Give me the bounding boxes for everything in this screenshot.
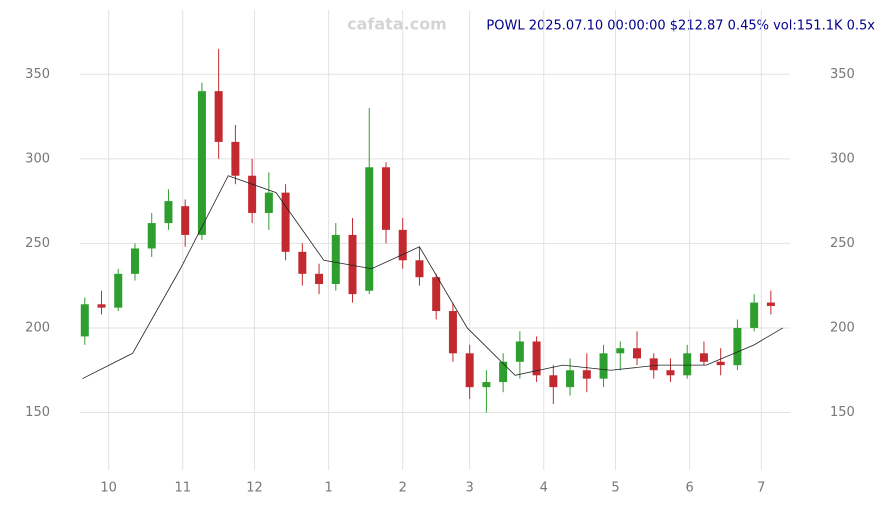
- candle-body: [549, 375, 558, 388]
- candle-body: [147, 223, 156, 249]
- candle-body: [616, 348, 625, 354]
- candle-body: [733, 327, 742, 366]
- y-tick-label-right: 200: [830, 320, 855, 335]
- candle-body: [482, 382, 491, 388]
- candle-body: [130, 248, 139, 274]
- x-tick-label: 7: [757, 481, 765, 496]
- candle-body: [231, 141, 240, 176]
- candle-body: [331, 234, 340, 284]
- x-tick-label: 6: [685, 481, 693, 496]
- candle-body: [750, 302, 759, 328]
- candle-body: [114, 273, 123, 308]
- candle-body: [248, 175, 257, 213]
- candle-body: [197, 91, 206, 235]
- y-tick-label: 200: [25, 320, 50, 335]
- candle-body: [532, 341, 541, 376]
- candle-body: [515, 341, 524, 362]
- candle-body: [499, 361, 508, 383]
- candle-body: [766, 302, 775, 306]
- y-tick-label: 150: [25, 405, 50, 420]
- candle-body: [298, 251, 307, 274]
- candle-body: [264, 192, 273, 213]
- y-tick-label: 300: [25, 151, 50, 166]
- candle-body: [214, 91, 223, 142]
- candle-body: [365, 167, 374, 291]
- y-tick-label-right: 250: [830, 236, 855, 251]
- x-tick-label: 4: [540, 481, 548, 496]
- candle-body: [683, 353, 692, 376]
- candle-body: [582, 370, 591, 379]
- x-tick-label: 5: [611, 481, 619, 496]
- candle-body: [97, 304, 106, 308]
- moving-average: [82, 175, 784, 380]
- candle-body: [381, 167, 390, 230]
- candle-body: [716, 361, 725, 366]
- candle-body: [699, 353, 708, 362]
- candle-body: [599, 353, 608, 379]
- candle-body: [181, 206, 190, 235]
- x-tick-label: 3: [466, 481, 474, 496]
- x-tick-label: 1: [324, 481, 332, 496]
- candle-body: [566, 370, 575, 388]
- candle-body: [465, 353, 474, 388]
- x-tick-label: 2: [399, 481, 407, 496]
- x-tick-label: 11: [175, 481, 192, 496]
- candle-body: [649, 358, 658, 371]
- candle-body: [666, 370, 675, 376]
- candle-body: [448, 311, 457, 354]
- candle-body: [80, 304, 89, 337]
- candle-body: [164, 201, 173, 224]
- candle-body: [432, 277, 441, 312]
- x-tick-label: 10: [100, 481, 117, 496]
- y-tick-label-right: 350: [830, 67, 855, 82]
- y-tick-label: 350: [25, 67, 50, 82]
- candle-body: [633, 348, 642, 359]
- y-tick-label-right: 150: [830, 405, 855, 420]
- candle-body: [281, 192, 290, 252]
- chart-title: POWL 2025.07.10 00:00:00 $212.87 0.45% v…: [486, 19, 875, 34]
- y-tick-label: 250: [25, 236, 50, 251]
- candle-body: [398, 229, 407, 261]
- candle-body: [415, 260, 424, 278]
- watermark: cafata.com: [347, 15, 447, 34]
- x-tick-label: 12: [246, 481, 263, 496]
- candle-body: [315, 273, 324, 284]
- y-tick-label-right: 300: [830, 151, 855, 166]
- candle-body: [348, 234, 357, 295]
